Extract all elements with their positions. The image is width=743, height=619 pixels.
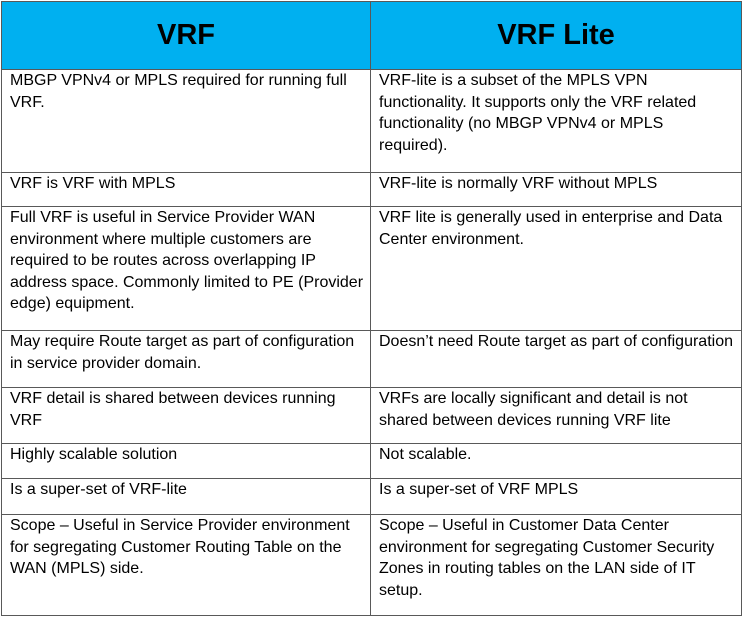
table-row: Highly scalable solution Not scalable.	[1, 443, 742, 479]
table-row: MBGP VPNv4 or MPLS required for running …	[1, 69, 742, 173]
vrf-cell: Scope – Useful in Service Provider envir…	[1, 514, 371, 616]
table-row: May require Route target as part of conf…	[1, 330, 742, 388]
header-vrf: VRF	[1, 1, 371, 70]
table-row: VRF detail is shared between devices run…	[1, 387, 742, 444]
vrf-cell: May require Route target as part of conf…	[1, 330, 371, 388]
vrf-lite-cell: Scope – Useful in Customer Data Center e…	[370, 514, 742, 616]
vrf-lite-cell: VRF-lite is a subset of the MPLS VPN fun…	[370, 69, 742, 173]
vrf-lite-cell: Doesn’t need Route target as part of con…	[370, 330, 742, 388]
vrf-lite-cell: VRF lite is generally used in enterprise…	[370, 206, 742, 331]
table-row: VRF is VRF with MPLS VRF-lite is normall…	[1, 172, 742, 207]
vrf-lite-cell: Not scalable.	[370, 443, 742, 479]
vrf-lite-cell: VRFs are locally significant and detail …	[370, 387, 742, 444]
table-row: Is a super-set of VRF-lite Is a super-se…	[1, 478, 742, 515]
vrf-cell: Highly scalable solution	[1, 443, 371, 479]
header-vrf-lite: VRF Lite	[370, 1, 742, 70]
table-row: Scope – Useful in Service Provider envir…	[1, 514, 742, 616]
vrf-cell: Full VRF is useful in Service Provider W…	[1, 206, 371, 331]
vrf-cell: VRF is VRF with MPLS	[1, 172, 371, 207]
vrf-cell: MBGP VPNv4 or MPLS required for running …	[1, 69, 371, 173]
table-row: Full VRF is useful in Service Provider W…	[1, 206, 742, 331]
vrf-lite-cell: VRF-lite is normally VRF without MPLS	[370, 172, 742, 207]
vrf-cell: VRF detail is shared between devices run…	[1, 387, 371, 444]
vrf-cell: Is a super-set of VRF-lite	[1, 478, 371, 515]
header-row: VRF VRF Lite	[1, 1, 742, 70]
vrf-lite-cell: Is a super-set of VRF MPLS	[370, 478, 742, 515]
